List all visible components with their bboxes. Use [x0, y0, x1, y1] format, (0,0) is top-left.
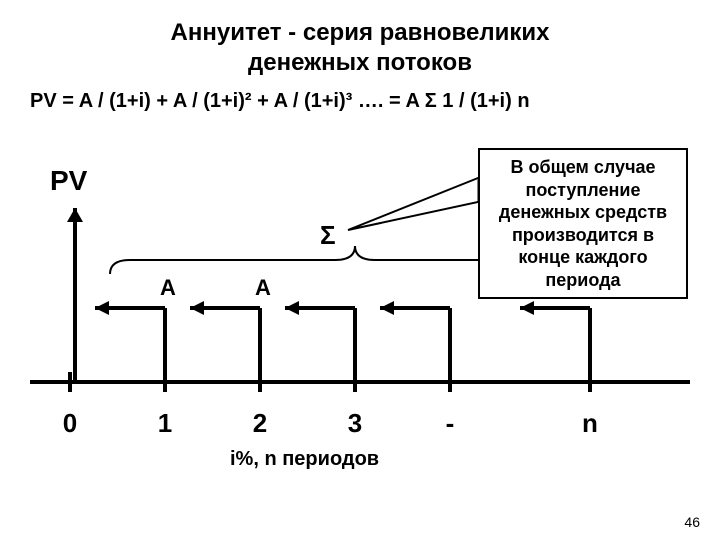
pv-axis-label: PV	[50, 165, 87, 197]
formula-text: PV = A / (1+i) + A / (1+i)² + A / (1+i)³…	[0, 78, 720, 113]
tick-label-4: -	[430, 408, 470, 439]
tick-label-2: 2	[240, 408, 280, 439]
tick-label-1: 1	[145, 408, 185, 439]
period-label: i%, n периодов	[230, 448, 379, 471]
tick-label-3: 3	[335, 408, 375, 439]
page-number: 46	[684, 514, 700, 530]
a-label-1: A	[255, 275, 271, 301]
a-label-0: A	[160, 275, 176, 301]
sigma-label: Σ	[320, 220, 336, 251]
title-line1: Аннуитет - серия равновеликих	[0, 18, 720, 48]
annuity-diagram: PV Σ В общем случае поступление денежных…	[0, 130, 720, 490]
tick-label-0: 0	[50, 408, 90, 439]
tick-label-5: n	[570, 408, 610, 439]
callout-box: В общем случае поступление денежных сред…	[478, 148, 688, 299]
slide-title: Аннуитет - серия равновеликих денежных п…	[0, 0, 720, 78]
title-line2: денежных потоков	[0, 48, 720, 78]
